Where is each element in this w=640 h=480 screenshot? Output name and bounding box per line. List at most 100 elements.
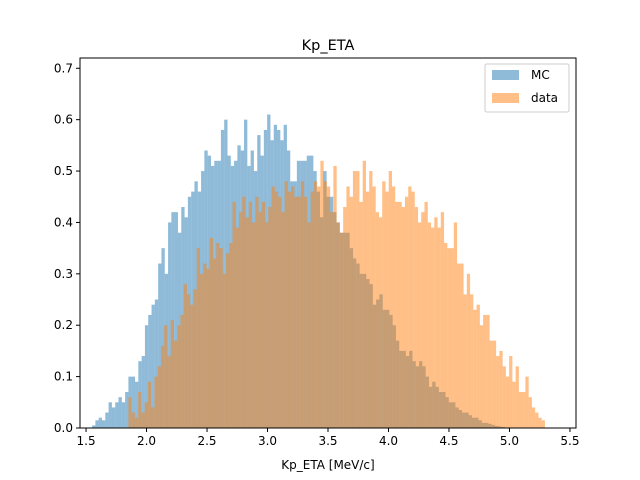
bar-data	[242, 196, 246, 428]
x-tick-label: 5.0	[500, 434, 519, 448]
bar-mc	[105, 412, 109, 428]
bar-data	[369, 171, 373, 429]
bar-data	[489, 340, 493, 428]
bar-data	[265, 222, 269, 428]
bar-mc	[141, 356, 145, 428]
bar-data	[408, 186, 412, 428]
bar-data	[131, 412, 135, 428]
bar-data	[528, 397, 532, 428]
bar-data	[320, 160, 324, 428]
y-tick-label: 0.2	[54, 318, 73, 332]
bar-data	[356, 171, 360, 429]
bar-data	[313, 181, 318, 428]
bar-data	[531, 407, 536, 428]
bar-data	[391, 186, 396, 428]
bar-mc	[118, 397, 122, 428]
bar-data	[157, 366, 161, 428]
legend-label-data: data	[531, 91, 558, 105]
bar-data	[291, 186, 295, 428]
bar-data	[307, 222, 311, 428]
y-tick-label: 0.3	[54, 267, 73, 281]
bar-mc	[108, 402, 112, 428]
bar-data	[509, 356, 513, 428]
bar-mc	[144, 325, 149, 428]
bar-data	[261, 201, 266, 428]
bar-data	[431, 227, 435, 428]
x-tick-label: 3.5	[318, 434, 337, 448]
bar-data	[164, 325, 168, 428]
plot-frame	[79, 57, 577, 429]
bar-data	[502, 366, 506, 428]
bar-data	[525, 376, 529, 428]
bar-data	[138, 392, 142, 428]
bar-mc	[111, 407, 116, 428]
bar-data	[362, 160, 366, 428]
bar-data	[424, 201, 428, 428]
bar-data	[496, 356, 500, 428]
x-tick-label: 1.5	[77, 434, 96, 448]
y-tick-label: 0.0	[54, 421, 73, 435]
bar-data	[323, 181, 327, 428]
bar-data	[414, 207, 419, 428]
bar-data	[258, 212, 262, 428]
bar-data	[483, 314, 487, 428]
chart-title: Kp_ETA	[302, 38, 355, 54]
bar-data	[333, 165, 337, 428]
bar-mc	[92, 425, 96, 428]
bar-data	[405, 196, 409, 428]
y-tick-label: 0.5	[54, 164, 73, 178]
bar-data	[401, 207, 406, 428]
bar-mc	[98, 417, 103, 428]
bar-data	[437, 227, 441, 428]
bar-data	[180, 314, 184, 428]
bar-data	[343, 207, 347, 428]
bar-data	[297, 196, 301, 428]
bar-data	[284, 181, 288, 428]
bar-data	[203, 263, 207, 428]
bar-mc	[168, 222, 172, 428]
bar-data	[349, 196, 353, 428]
bar-data	[421, 212, 425, 428]
bar-data	[515, 366, 519, 428]
bar-data	[375, 212, 379, 428]
bar-mc	[154, 299, 159, 428]
legend: MC data	[484, 63, 570, 113]
bar-mc	[125, 392, 129, 428]
bar-data	[359, 201, 363, 428]
bar-mc	[135, 381, 139, 428]
bar-data	[222, 273, 227, 428]
bar-data	[346, 186, 350, 428]
bar-data	[492, 340, 497, 428]
bar-data	[199, 273, 204, 428]
bar-data	[252, 222, 256, 428]
bar-data	[372, 186, 376, 428]
bar-data	[535, 412, 539, 428]
bar-data	[206, 268, 210, 428]
bar-mc	[161, 248, 165, 428]
bar-data	[151, 407, 155, 428]
bar-data	[518, 392, 523, 428]
bar-data	[235, 227, 240, 428]
legend-label-mc: MC	[531, 68, 550, 82]
bar-data	[141, 412, 145, 428]
bar-data	[196, 248, 200, 428]
bar-data	[248, 201, 253, 428]
bar-data	[300, 181, 305, 428]
y-tick-label: 0.4	[54, 215, 73, 229]
bar-data	[128, 397, 132, 428]
x-tick-label: 4.5	[439, 434, 458, 448]
bar-data	[183, 284, 187, 428]
bar-data	[134, 417, 139, 428]
bar-data	[226, 253, 230, 428]
bar-data	[378, 217, 383, 428]
bar-data	[512, 381, 516, 428]
bar-data	[365, 191, 370, 428]
y-tick-label: 0.7	[54, 61, 73, 75]
bar-data	[460, 263, 464, 428]
bar-data	[466, 273, 471, 428]
bar-data	[229, 243, 233, 428]
x-axis-label: Kp_ETA [MeV/c]	[281, 458, 374, 472]
bar-data	[388, 171, 392, 429]
y-tick-label: 0.1	[54, 370, 73, 384]
bar-data	[232, 201, 236, 428]
